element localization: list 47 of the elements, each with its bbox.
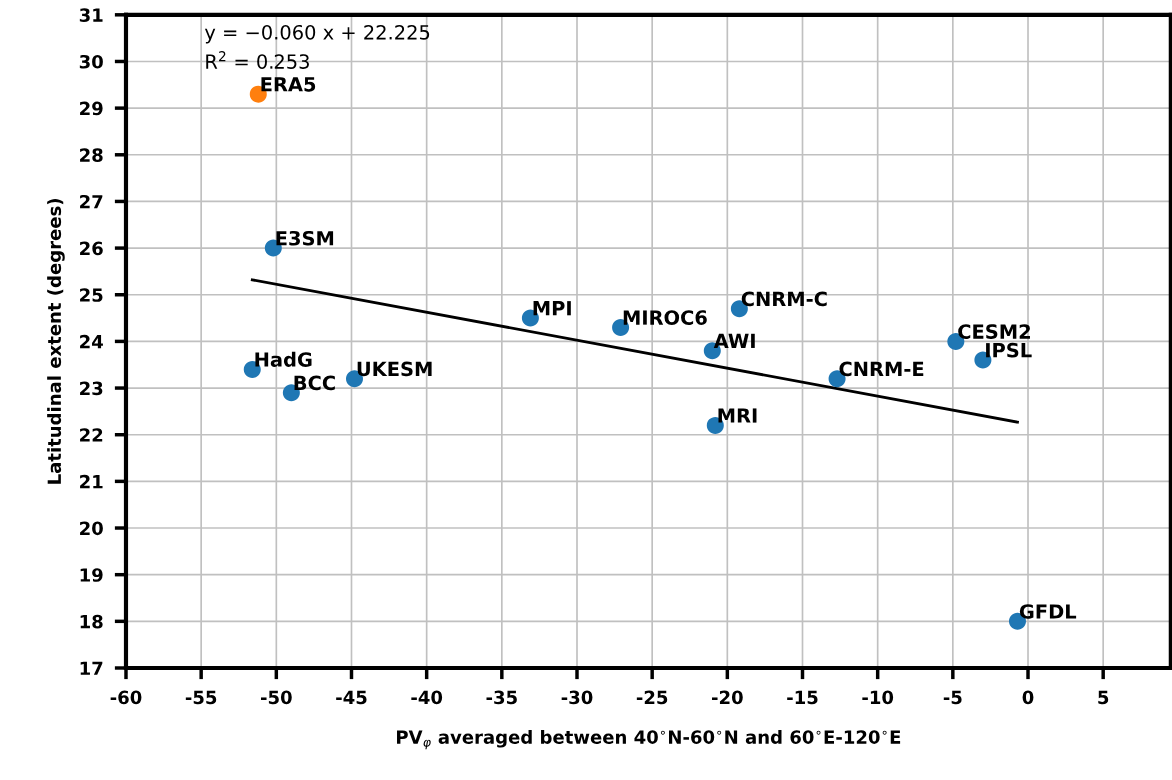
x-tick-label: -40 [411, 690, 443, 705]
x-tick-label: -60 [110, 690, 142, 705]
annotation: R$^{2}$ = 0.253 [206, 51, 309, 69]
annotation: BCC [294, 375, 335, 391]
y-tick-label: 24 [80, 334, 103, 349]
y-tick-label: 18 [80, 614, 103, 629]
y-tick-label: 25 [80, 288, 103, 302]
y-axis-title: Latitudinal extent (degrees) [47, 199, 65, 484]
annotation: HadG [255, 351, 312, 367]
annotation: CNRM-E [839, 361, 924, 377]
annotation: GFDL [1019, 604, 1077, 619]
y-tick-label: 31 [79, 8, 103, 22]
x-tick-label: -15 [787, 690, 818, 705]
x-tick-label: 5 [1098, 690, 1109, 705]
y-tick-label: 20 [80, 521, 103, 536]
annotation: ERA5 [261, 77, 316, 92]
annotation: CESM2 [958, 324, 1030, 339]
y-tick-label: 27 [80, 194, 103, 209]
annotation: MPI [533, 301, 571, 316]
text: PV$_{φ}$ averaged between 40$^{∘}$N-60$^{∘}$N and 60$^{∘}$E-120$^{∘}$E [397, 729, 901, 750]
annotation: MIROC6 [623, 310, 707, 325]
annotation: IPSL [986, 342, 1032, 358]
x-tick-label: -45 [336, 690, 367, 705]
x-tick-label: -35 [486, 690, 517, 705]
annotation: UKESM [357, 361, 432, 377]
y-tick-label: 30 [79, 54, 103, 69]
annotation: y = −0.060 x + 22.225 [204, 24, 430, 44]
x-tick-label: -55 [185, 690, 217, 705]
x-tick-label: -25 [636, 690, 668, 705]
x-tick-label: 0 [1022, 690, 1034, 705]
y-tick-label: 22 [80, 428, 103, 442]
annotation: AWI [713, 333, 755, 348]
x-tick-label: -50 [261, 690, 292, 705]
y-tick-label: 21 [80, 474, 103, 489]
y-tick-label: 26 [80, 241, 103, 256]
annotation: MRI [718, 408, 757, 423]
y-tick-label: 29 [80, 101, 103, 116]
x-tick-label: -30 [561, 690, 593, 705]
annotation: E3SM [276, 230, 334, 246]
y-tick-label: 19 [80, 568, 103, 582]
x-tick-label: -20 [712, 690, 743, 705]
annotation: CNRM-C [741, 291, 827, 307]
x-tick-label: -5 [943, 690, 962, 705]
y-tick-label: 23 [80, 381, 103, 396]
x-tick-label: -10 [862, 690, 894, 705]
y-tick-label: 28 [80, 148, 103, 162]
y-tick-label: 17 [80, 661, 103, 675]
